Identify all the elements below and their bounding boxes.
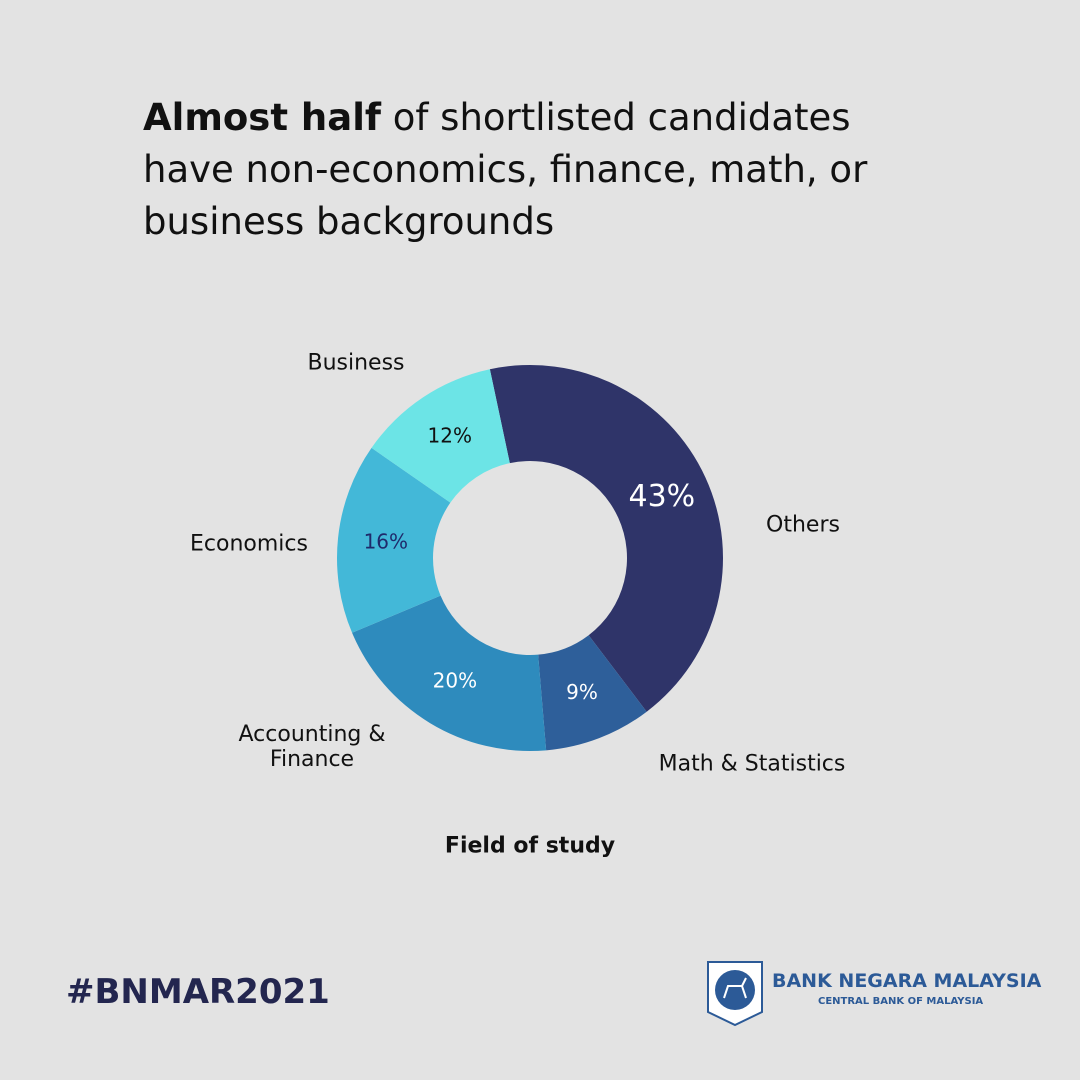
value-label: 9% [566, 680, 598, 704]
title: Almost half of shortlisted candidates ha… [143, 92, 923, 248]
donut-segment [371, 369, 510, 503]
bank-subtitle: CENTRAL BANK OF MALAYSIA [818, 996, 984, 1007]
category-label: Others [766, 512, 840, 538]
axis-title: Field of study [444, 833, 616, 859]
title-bold: Almost half [143, 96, 381, 139]
logo [707, 961, 763, 1027]
hashtag: #BNMAR2021 [66, 972, 330, 1012]
donut-segment [337, 447, 451, 633]
category-label: Math & Statistics [658, 751, 846, 777]
donut-segment [489, 365, 723, 712]
bank-name: BANK NEGARA MALAYSIA [772, 970, 1042, 992]
category-label: Business [307, 350, 405, 376]
value-label: 12% [428, 424, 472, 448]
category-label: Economics [190, 531, 308, 557]
donut-segment [538, 635, 647, 751]
value-label: 20% [433, 669, 477, 693]
donut-segment [352, 595, 547, 751]
value-label: 16% [364, 529, 408, 553]
category-label: Accounting & Finance [238, 722, 386, 772]
value-label: 43% [628, 479, 695, 514]
title-text: of shortlisted candidates have non-econo… [143, 96, 868, 243]
